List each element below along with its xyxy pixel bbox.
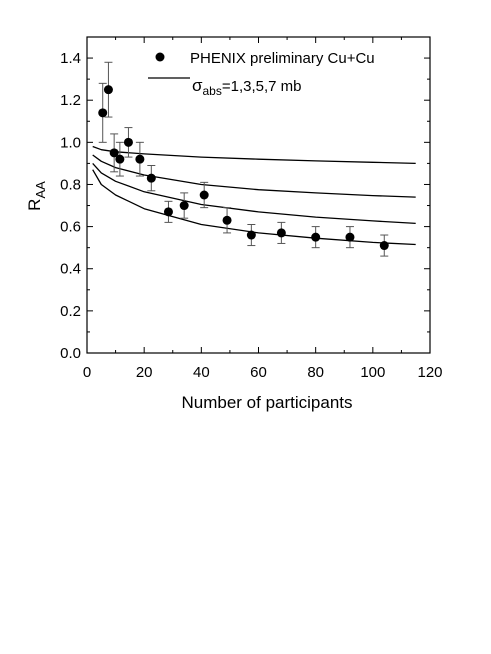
data-point <box>146 173 156 183</box>
data-points <box>98 61 389 257</box>
x-tick-label: 0 <box>83 364 91 381</box>
legend-marker-dot <box>155 52 165 62</box>
data-point <box>103 85 113 95</box>
model-curve-sigma-7mb <box>92 169 416 246</box>
x-tick-label: 60 <box>250 364 267 381</box>
y-tick-label: 0.6 <box>60 219 81 236</box>
y-axis-title-main: R <box>25 199 44 211</box>
x-tick-label: 120 <box>417 364 442 381</box>
data-point <box>276 228 286 238</box>
x-tick-label: 40 <box>193 364 210 381</box>
model-curve-sigma-5mb <box>92 162 416 225</box>
y-tick-label: 0.2 <box>60 303 81 320</box>
y-tick-label: 1.0 <box>60 134 81 151</box>
model-curves <box>92 145 416 246</box>
data-point <box>345 232 355 242</box>
axes: 0 20 40 60 80 100 120 0.0 0.2 0.4 0.6 0.8 1.0 1.2 1.4 <box>60 36 443 381</box>
model-curve-sigma-3mb <box>92 154 416 198</box>
legend-sigma-sub: abs <box>203 84 222 98</box>
x-axis-title: Number of participants <box>181 393 352 412</box>
model-curve-sigma-1mb <box>92 145 416 165</box>
x-tick-label: 80 <box>307 364 324 381</box>
legend-curve-text: =1,3,5,7 mb <box>222 78 302 95</box>
y-axis-title-sub: AA <box>33 181 48 199</box>
data-point <box>98 108 108 118</box>
legend-sigma: σ <box>192 76 203 95</box>
x-tick-label: 100 <box>360 364 385 381</box>
data-point <box>222 215 232 225</box>
data-point <box>179 201 189 211</box>
y-tick-label: 1.4 <box>60 50 81 67</box>
y-axis-title: RAA <box>25 181 48 211</box>
y-tick-label: 0.8 <box>60 176 81 193</box>
data-point <box>246 230 256 240</box>
data-point <box>199 190 209 200</box>
data-point <box>163 207 173 217</box>
data-point <box>109 148 119 158</box>
y-tick-label: 0.0 <box>60 345 81 362</box>
legend-curve-label: σabs=1,3,5,7 mb <box>192 76 302 98</box>
data-point <box>123 137 133 147</box>
data-point <box>135 154 145 164</box>
legend: PHENIX preliminary Cu+Cu σabs=1,3,5,7 mb <box>148 50 375 98</box>
y-tick-label: 1.2 <box>60 92 81 109</box>
x-tick-label: 20 <box>136 364 153 381</box>
data-point <box>115 154 125 164</box>
data-point <box>379 241 389 251</box>
data-point <box>311 232 321 242</box>
legend-data-label: PHENIX preliminary Cu+Cu <box>190 50 375 67</box>
y-tick-label: 0.4 <box>60 261 81 278</box>
